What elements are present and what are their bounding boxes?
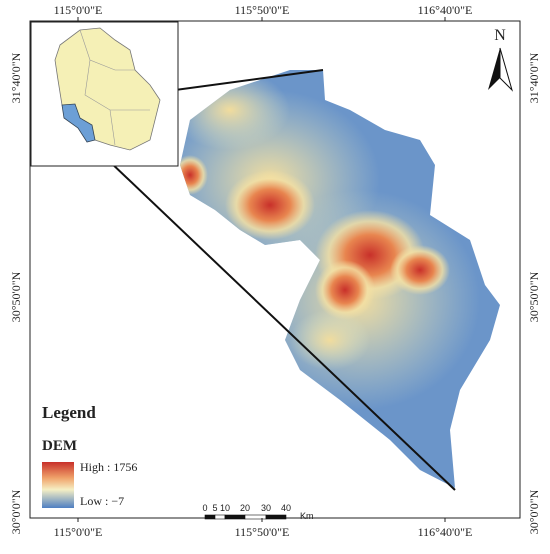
scale-segment: [244, 514, 267, 520]
scale-segment: [214, 514, 226, 520]
scale-segment: [265, 514, 287, 520]
north-label: N: [494, 27, 506, 44]
scale-segment: [224, 514, 246, 520]
legend: Legend DEM High : 1756 Low : −7: [42, 403, 137, 508]
y-label-right: 30°50'0"N: [527, 271, 541, 322]
zoom-line: [86, 139, 456, 491]
north-arrow: N: [488, 27, 514, 92]
x-label-top: 116°40'0"E: [418, 3, 473, 17]
y-label-left: 30°0'0"N: [9, 489, 23, 534]
scale-tick: 10: [220, 503, 230, 513]
x-label-top: 115°0'0"E: [54, 3, 103, 17]
y-label-left: 31°40'0"N: [9, 52, 23, 103]
scale-unit: Km: [300, 511, 314, 521]
legend-title: Legend: [42, 403, 96, 422]
scale-bar: 0 5 10 20 30 40 Km: [202, 503, 313, 521]
coordinate-labels: 115°0'0"E 115°50'0"E 116°40'0"E 115°0'0"E 11…: [9, 3, 541, 539]
scale-segment: [204, 514, 216, 520]
scale-tick: 0: [202, 503, 207, 513]
y-label-left: 30°50'0"N: [9, 271, 23, 322]
x-label-bottom: 116°40'0"E: [418, 525, 473, 539]
x-label-top: 115°50'0"E: [235, 3, 290, 17]
legend-low: Low : −7: [80, 494, 124, 508]
legend-layer: DEM: [42, 438, 77, 454]
y-label-right: 31°40'0"N: [527, 52, 541, 103]
scale-tick: 20: [240, 503, 250, 513]
y-label-right: 30°0'0"N: [527, 489, 541, 534]
scale-tick: 5: [212, 503, 217, 513]
scale-tick: 40: [281, 503, 291, 513]
legend-high: High : 1756: [80, 460, 137, 474]
scale-tick: 30: [261, 503, 271, 513]
x-label-bottom: 115°50'0"E: [235, 525, 290, 539]
legend-ramp: [42, 462, 74, 508]
x-label-bottom: 115°0'0"E: [54, 525, 103, 539]
inset-map: [30, 21, 179, 167]
